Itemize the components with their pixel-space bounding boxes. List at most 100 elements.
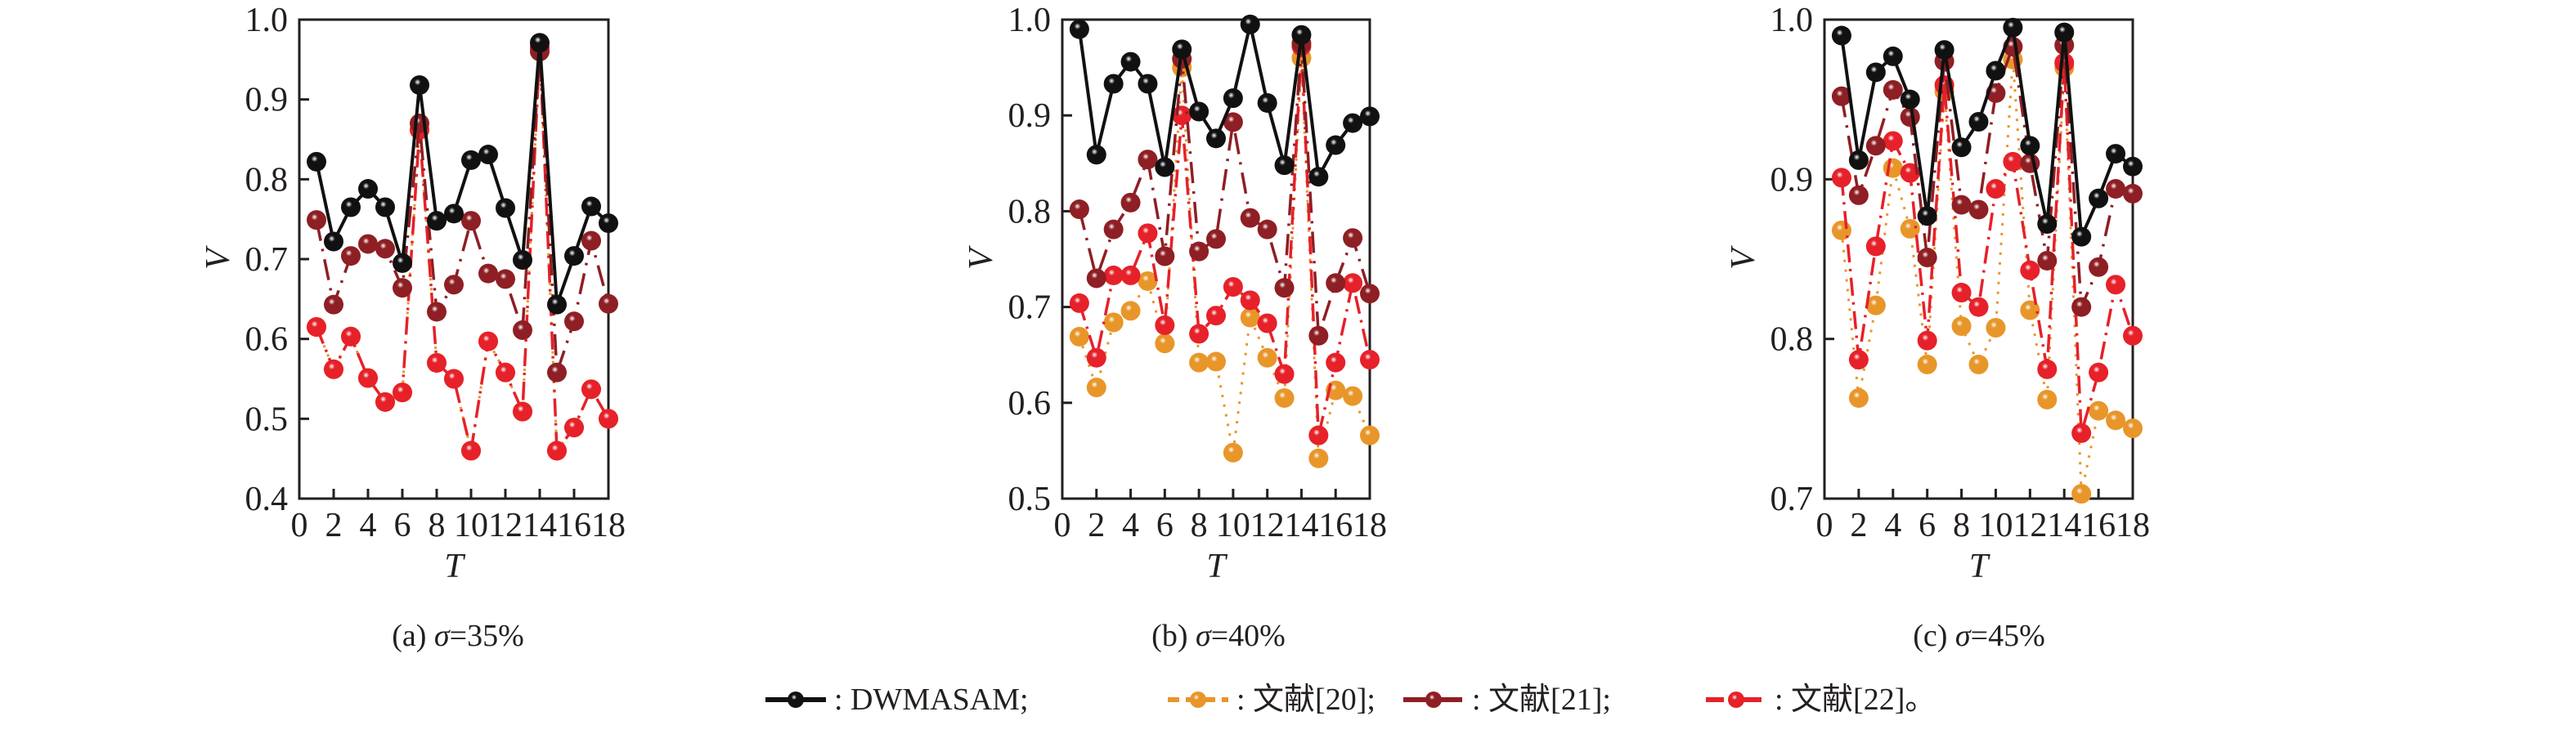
data-point-ref21 (2037, 250, 2058, 271)
data-point-ref21 (1343, 228, 1363, 248)
data-point-DWMASAM (427, 211, 447, 231)
y-tick-label: 0.4 (245, 481, 289, 518)
caption-prefix: (a) (392, 619, 434, 653)
y-tick-label: 0.6 (1008, 385, 1052, 423)
data-point-ref21 (375, 239, 395, 259)
data-point-ref21 (1120, 192, 1141, 213)
series-ref21 (307, 42, 618, 383)
legend-label-ref21: : 文献[21]; (1472, 683, 1611, 717)
x-tick-label: 4 (1884, 507, 1901, 544)
data-point-DWMASAM (1086, 145, 1106, 165)
y-tick-label: 0.5 (1008, 481, 1052, 518)
data-point-ref22 (1155, 315, 1175, 335)
data-point-ref20 (1240, 307, 1260, 328)
data-point-ref22 (1086, 347, 1106, 368)
chart-caption: (c) σ=45% (1913, 619, 2045, 653)
data-point-DWMASAM (530, 33, 550, 53)
data-point-ref20 (2123, 418, 2143, 439)
series-ref20 (1069, 47, 1380, 468)
data-point-ref20 (2106, 410, 2126, 431)
data-point-DWMASAM (1069, 19, 1089, 39)
data-point-ref22 (2037, 359, 2058, 379)
data-point-ref21 (1883, 79, 1903, 100)
x-tick-label: 14 (523, 507, 557, 544)
data-point-ref21 (1206, 229, 1226, 249)
data-point-DWMASAM (1917, 206, 1937, 226)
data-point-ref22 (461, 441, 481, 461)
data-point-ref21 (1257, 219, 1277, 239)
data-point-DWMASAM (564, 246, 584, 266)
x-tick-label: 0 (1816, 507, 1833, 544)
x-axis-label: T (1969, 548, 1990, 585)
data-point-ref22 (375, 392, 395, 412)
data-point-DWMASAM (1291, 25, 1312, 45)
x-tick-label: 6 (394, 507, 411, 544)
y-tick-label: 0.8 (245, 161, 289, 199)
series-ref22 (307, 38, 618, 461)
data-point-ref20 (1865, 295, 1886, 316)
x-tick-label: 16 (1318, 507, 1353, 544)
data-point-ref22 (307, 317, 326, 338)
data-point-DWMASAM (375, 197, 395, 217)
data-point-DWMASAM (513, 249, 532, 270)
data-point-ref22 (478, 331, 498, 351)
data-point-ref22 (1223, 276, 1243, 297)
data-point-DWMASAM (1934, 40, 1954, 60)
data-point-DWMASAM (307, 151, 326, 172)
data-point-ref21 (1240, 208, 1260, 228)
chart-panel-b: 0.5 0.6 0.7 0.8 0.9 1.0 0 2 4 6 8 10 12 14 16 18 T V (b) σ… (963, 2, 1387, 653)
x-tick-label: 12 (2013, 507, 2047, 544)
data-point-DWMASAM (1240, 14, 1260, 34)
data-point-DWMASAM (1103, 74, 1124, 94)
x-tick-label: 0 (1054, 507, 1071, 544)
legend-label-DWMASAM: : DWMASAM; (834, 683, 1029, 717)
data-point-DWMASAM (1968, 112, 1989, 132)
data-point-DWMASAM (1172, 39, 1192, 60)
y-tick-label: 0.9 (1770, 161, 1814, 199)
legend-label-ref20: : 文献[20]; (1236, 683, 1376, 717)
data-point-ref20 (1120, 301, 1141, 321)
data-point-ref21 (444, 275, 464, 295)
data-point-ref20 (1360, 425, 1380, 445)
caption-sigma: σ (1955, 619, 1972, 653)
data-point-ref22 (1951, 283, 1972, 303)
legend-item-ref22: : 文献[22]。 (1706, 683, 1936, 717)
x-axis-label: T (1206, 548, 1227, 585)
data-point-ref22 (2106, 275, 2126, 295)
data-point-ref21 (581, 231, 601, 251)
data-point-ref21 (496, 269, 515, 289)
data-point-ref22 (1883, 131, 1903, 151)
data-point-ref21 (1274, 278, 1295, 298)
data-point-ref22 (2089, 362, 2109, 383)
data-point-DWMASAM (461, 150, 481, 170)
data-point-DWMASAM (547, 294, 567, 315)
y-tick-label: 0.9 (245, 82, 289, 119)
data-point-ref20 (1343, 386, 1363, 406)
plot-frame (1823, 18, 2134, 500)
chart-caption: (b) σ=40% (1151, 619, 1286, 653)
data-point-ref22 (1968, 297, 1989, 317)
y-tick-label: 0.7 (245, 241, 289, 279)
data-point-ref20 (1900, 218, 1920, 239)
data-point-ref22 (1069, 293, 1089, 313)
data-point-DWMASAM (2003, 17, 2023, 38)
data-point-ref22 (1326, 352, 1346, 373)
data-point-ref22 (1865, 236, 1886, 257)
data-point-ref22 (393, 383, 412, 403)
caption-sigma: σ (434, 619, 451, 653)
data-point-ref22 (1120, 265, 1141, 285)
data-point-ref22 (1257, 313, 1277, 333)
data-point-ref21 (1968, 199, 1989, 220)
data-point-ref21 (478, 263, 498, 284)
data-point-ref21 (599, 293, 618, 314)
legend-label-ref22: : 文献[22]。 (1775, 683, 1936, 717)
data-point-ref21 (1155, 246, 1175, 266)
legend: : DWMASAM; : 文献[20]; : 文献[21]; : 文献[22]。 (765, 683, 1936, 717)
x-tick-label: 8 (1191, 507, 1208, 544)
x-tick-label: 8 (429, 507, 446, 544)
data-point-ref22 (581, 379, 601, 400)
x-tick-label: 2 (1088, 507, 1105, 544)
data-point-ref21 (393, 278, 412, 298)
data-point-ref21 (1103, 219, 1124, 239)
data-point-DWMASAM (2020, 136, 2040, 156)
